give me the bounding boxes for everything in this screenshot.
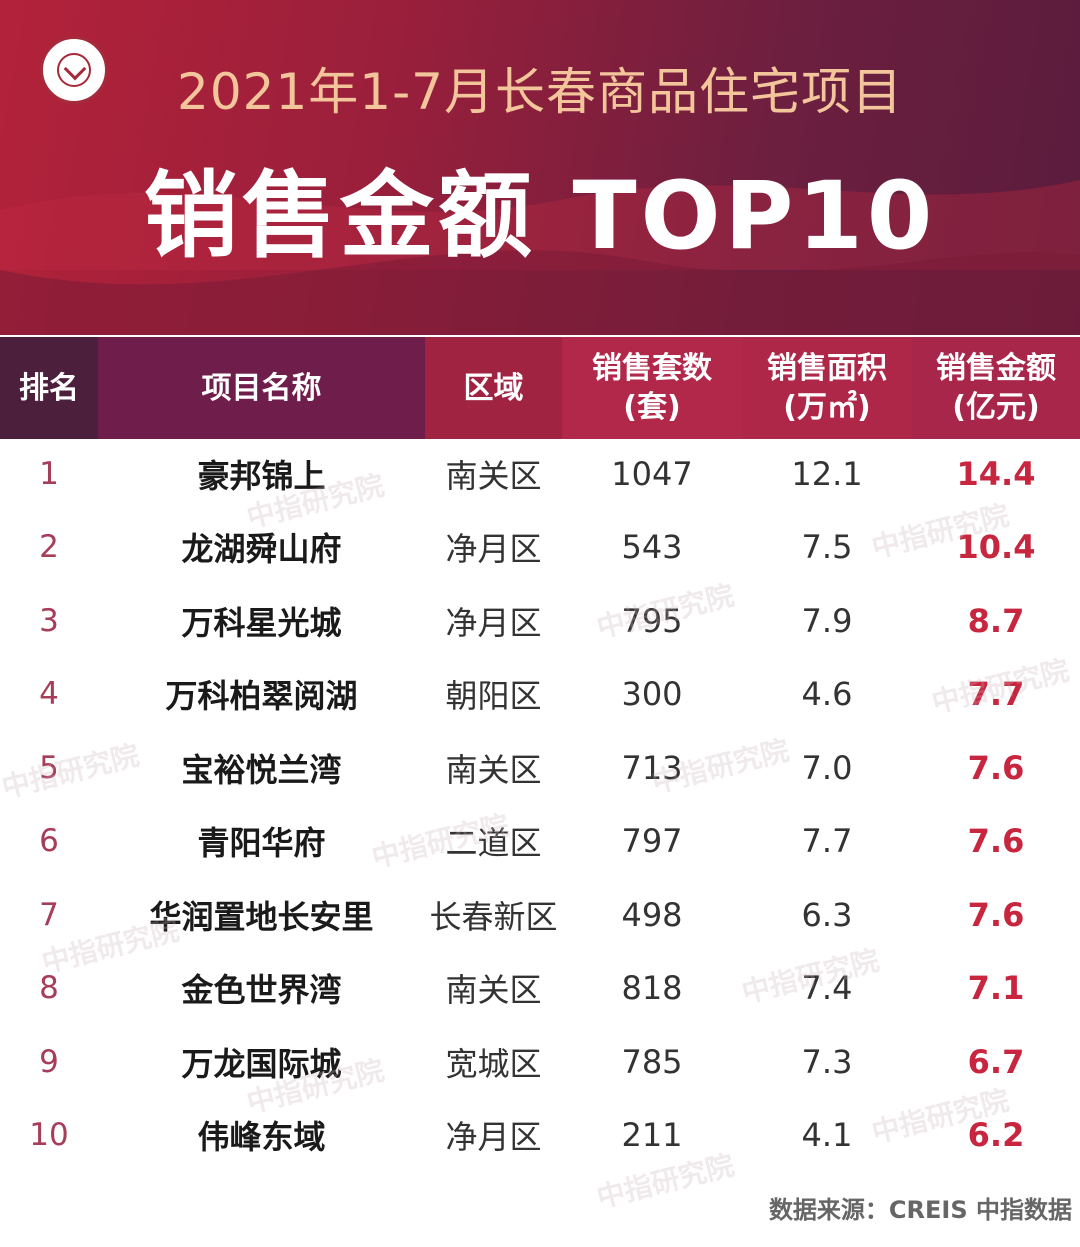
table-row: 2 龙湖舜山府 净月区 543 7.5 10.4 — [0, 511, 1080, 585]
rank-cell: 8 — [39, 970, 59, 1007]
district-cell: 净月区 — [445, 603, 542, 642]
area-cell: 7.4 — [801, 969, 853, 1008]
project-name-cell: 华润置地长安里 — [149, 897, 374, 936]
area-cell: 4.6 — [801, 675, 853, 714]
units-cell: 300 — [621, 675, 683, 714]
project-name-cell: 龙湖舜山府 — [181, 530, 342, 569]
amount-cell: 7.6 — [967, 748, 1025, 787]
units-cell: 795 — [621, 601, 683, 640]
area-cell: 4.1 — [801, 1116, 853, 1155]
district-cell: 净月区 — [445, 1118, 542, 1157]
rank-cell: 6 — [39, 823, 59, 860]
amount-cell: 7.6 — [967, 895, 1025, 934]
table-header: 排名 项目名称 区域 销售套数 (套) 销售面积 (万㎡) 销售金额 (亿元) — [0, 335, 1080, 439]
table-row: 4 万科柏翠阅湖 朝阳区 300 4.6 7.7 — [0, 658, 1080, 732]
project-name-cell: 宝裕悦兰湾 — [181, 750, 342, 789]
project-name-cell: 豪邦锦上 — [197, 456, 326, 495]
page-subtitle: 销售金额 TOP10 — [143, 162, 937, 271]
rank-cell: 1 — [39, 455, 59, 492]
project-name-cell: 万龙国际城 — [181, 1044, 342, 1083]
amount-cell: 10.4 — [956, 528, 1036, 567]
banner-wave-light — [0, 180, 1080, 270]
china-index-academy-logo — [40, 36, 108, 104]
table-row: 1 豪邦锦上 南关区 1047 12.1 14.4 — [0, 437, 1080, 511]
amount-cell: 14.4 — [956, 454, 1036, 493]
table-row: 8 金色世界湾 南关区 818 7.4 7.1 — [0, 952, 1080, 1026]
units-cell: 785 — [621, 1042, 683, 1081]
amount-cell: 6.7 — [967, 1042, 1025, 1081]
table-row: 10 伟峰东域 净月区 211 4.1 6.2 — [0, 1099, 1080, 1173]
units-cell: 1047 — [611, 454, 693, 493]
project-name-cell: 青阳华府 — [197, 824, 326, 863]
area-cell: 7.3 — [801, 1042, 853, 1081]
amount-cell: 7.6 — [967, 822, 1025, 861]
table-row: 9 万龙国际城 宽城区 785 7.3 6.7 — [0, 1025, 1080, 1099]
area-cell: 7.5 — [801, 528, 853, 567]
amount-cell: 7.1 — [967, 969, 1025, 1008]
project-name-cell: 万科星光城 — [181, 603, 342, 642]
project-name-cell: 伟峰东域 — [197, 1118, 326, 1157]
rank-cell: 9 — [39, 1043, 59, 1080]
amount-cell: 6.2 — [967, 1116, 1025, 1155]
district-cell: 南关区 — [445, 456, 542, 495]
rank-cell: 4 — [39, 676, 59, 713]
table-row: 3 万科星光城 净月区 795 7.9 8.7 — [0, 584, 1080, 658]
table-body: 1 豪邦锦上 南关区 1047 12.1 14.4 2 龙湖舜山府 净月区 54… — [0, 437, 1080, 1172]
district-cell: 朝阳区 — [445, 677, 542, 716]
rank-cell: 10 — [29, 1117, 69, 1154]
district-cell: 净月区 — [445, 530, 542, 569]
amount-cell: 8.7 — [967, 601, 1025, 640]
data-source-note: 数据来源：CREIS 中指数据 — [768, 1196, 1072, 1224]
page-title: 2021年1-7月长春商品住宅项目 — [177, 63, 903, 121]
header-banner: 2021年1-7月长春商品住宅项目 销售金额 TOP10 — [0, 0, 1080, 335]
district-cell: 宽城区 — [445, 1044, 542, 1083]
area-cell: 7.0 — [801, 748, 853, 787]
table-row: 7 华润置地长安里 长春新区 498 6.3 7.6 — [0, 878, 1080, 952]
column-header-name: 项目名称 — [98, 337, 425, 439]
rank-cell: 5 — [39, 749, 59, 786]
units-cell: 797 — [621, 822, 683, 861]
table-row: 6 青阳华府 二道区 797 7.7 7.6 — [0, 805, 1080, 879]
area-cell: 12.1 — [791, 454, 863, 493]
banner-wave-dark — [0, 250, 1080, 335]
column-header-area: 销售面积 (万㎡) — [742, 337, 912, 439]
district-cell: 长春新区 — [429, 897, 558, 936]
units-cell: 211 — [621, 1116, 683, 1155]
project-name-cell: 金色世界湾 — [181, 971, 342, 1010]
table-row: 5 宝裕悦兰湾 南关区 713 7.0 7.6 — [0, 731, 1080, 805]
project-name-cell: 万科柏翠阅湖 — [165, 677, 358, 716]
district-cell: 南关区 — [445, 971, 542, 1010]
column-header-amount: 销售金额 (亿元) — [912, 337, 1080, 439]
amount-cell: 7.7 — [967, 675, 1025, 714]
rank-cell: 7 — [39, 896, 59, 933]
rank-cell: 3 — [39, 602, 59, 639]
column-header-units: 销售套数 (套) — [562, 337, 742, 439]
area-cell: 7.7 — [801, 822, 853, 861]
units-cell: 818 — [621, 969, 683, 1008]
units-cell: 498 — [621, 895, 683, 934]
column-header-rank: 排名 — [0, 337, 98, 439]
district-cell: 南关区 — [445, 750, 542, 789]
rank-cell: 2 — [39, 529, 59, 566]
area-cell: 7.9 — [801, 601, 853, 640]
district-cell: 二道区 — [445, 824, 542, 863]
units-cell: 543 — [621, 528, 683, 567]
column-header-district: 区域 — [425, 337, 562, 439]
area-cell: 6.3 — [801, 895, 853, 934]
units-cell: 713 — [621, 748, 683, 787]
